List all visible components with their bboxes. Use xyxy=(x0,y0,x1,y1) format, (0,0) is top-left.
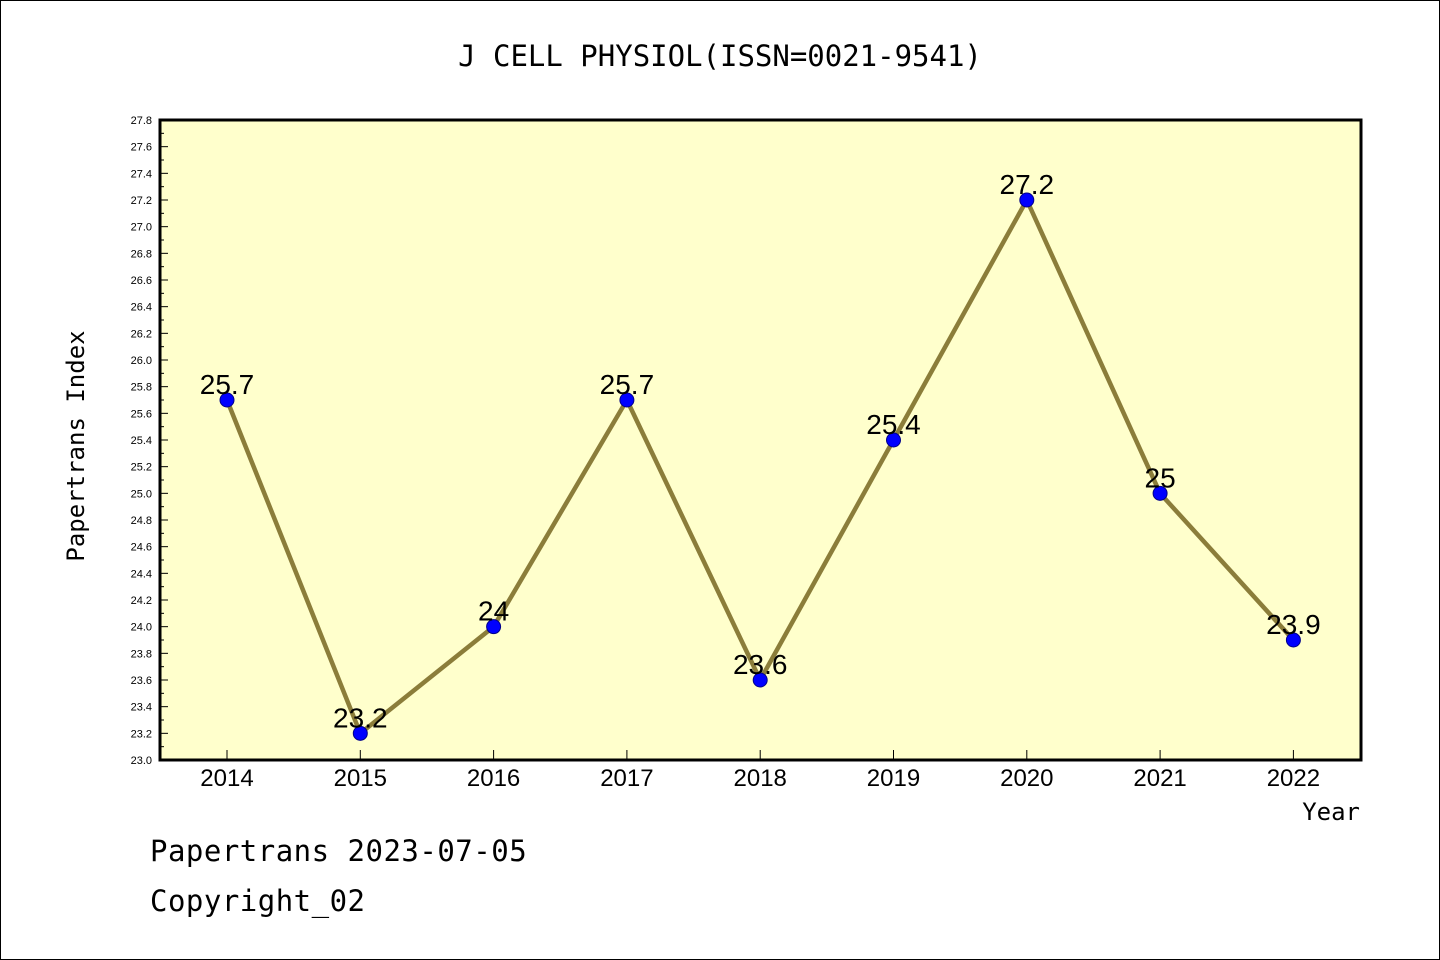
data-label: 23.6 xyxy=(733,649,788,680)
y-tick-label: 26.2 xyxy=(131,328,152,340)
y-tick-label: 25.6 xyxy=(131,408,152,420)
y-tick-label: 23.0 xyxy=(131,755,152,767)
data-label: 23.9 xyxy=(1266,609,1321,640)
x-tick-label: 2019 xyxy=(867,765,920,792)
y-tick-label: 24.4 xyxy=(131,568,152,580)
y-tick-label: 27.2 xyxy=(131,195,152,207)
x-axis-ticks: 2014 2015 2016 2017 2018 2019 2020 2021 2022 xyxy=(200,750,1320,792)
y-tick-label: 26.8 xyxy=(131,248,152,260)
y-tick-label: 24.2 xyxy=(131,595,152,607)
y-axis-ticks: 23.0 23.2 23.4 23.6 23.8 24.0 24.2 24.4 24.6 24.8… xyxy=(131,115,168,767)
y-tick-label: 25.0 xyxy=(131,488,152,500)
y-tick-label: 24.6 xyxy=(131,542,152,554)
data-labels: 25.7 23.2 24 25.7 23.6 25.4 27.2 25 23.9 xyxy=(200,169,1321,733)
data-point xyxy=(752,672,768,688)
data-label: 25.7 xyxy=(200,369,255,400)
data-point xyxy=(1285,632,1301,648)
data-point xyxy=(886,432,901,448)
data-label: 25.4 xyxy=(866,409,921,440)
series-layer xyxy=(219,192,1301,741)
x-tick-label: 2022 xyxy=(1267,765,1320,792)
y-tick-label: 25.2 xyxy=(131,462,152,474)
y-tick-label: 27.6 xyxy=(131,142,152,154)
data-point xyxy=(486,619,502,635)
x-tick-label: 2014 xyxy=(200,765,253,792)
y-tick-label: 24.8 xyxy=(131,515,152,527)
x-tick-label: 2018 xyxy=(734,765,787,792)
data-point xyxy=(1152,485,1168,501)
y-tick-label: 23.2 xyxy=(131,728,152,740)
chart-title: J CELL PHYSIOL(ISSN=0021-9541) xyxy=(458,39,982,73)
footer-copyright: Copyright_02 xyxy=(150,884,366,918)
y-tick-label: 26.0 xyxy=(131,355,152,367)
y-tick-label: 26.4 xyxy=(131,302,152,314)
y-tick-label: 27.8 xyxy=(131,115,152,127)
footer-date: Papertrans 2023-07-05 xyxy=(150,834,528,868)
x-tick-label: 2020 xyxy=(1000,765,1053,792)
data-point xyxy=(352,725,368,741)
x-axis-label: Year xyxy=(1302,798,1360,826)
x-tick-label: 2017 xyxy=(600,765,653,792)
data-point xyxy=(1019,192,1035,208)
y-tick-label: 24.0 xyxy=(131,622,152,634)
y-tick-label: 27.4 xyxy=(131,168,152,180)
y-tick-label: 25.4 xyxy=(131,435,152,447)
data-label: 27.2 xyxy=(1000,169,1055,200)
y-tick-label: 23.8 xyxy=(131,648,152,660)
y-tick-label: 23.6 xyxy=(131,675,152,687)
data-label: 24 xyxy=(478,596,509,627)
x-tick-label: 2021 xyxy=(1133,765,1186,792)
data-label: 23.2 xyxy=(333,702,388,733)
plot-area xyxy=(158,118,1363,762)
y-tick-label: 25.8 xyxy=(131,382,152,394)
data-point xyxy=(619,392,635,408)
y-axis-label: Papertrans Index xyxy=(62,330,90,561)
x-tick-label: 2015 xyxy=(334,765,387,792)
y-tick-label: 27.0 xyxy=(131,222,152,234)
x-tick-label: 2016 xyxy=(467,765,520,792)
y-tick-label: 23.4 xyxy=(131,702,152,714)
data-label: 25 xyxy=(1145,462,1176,493)
data-point xyxy=(219,392,235,408)
data-label: 25.7 xyxy=(600,369,655,400)
y-tick-label: 26.6 xyxy=(131,275,152,287)
